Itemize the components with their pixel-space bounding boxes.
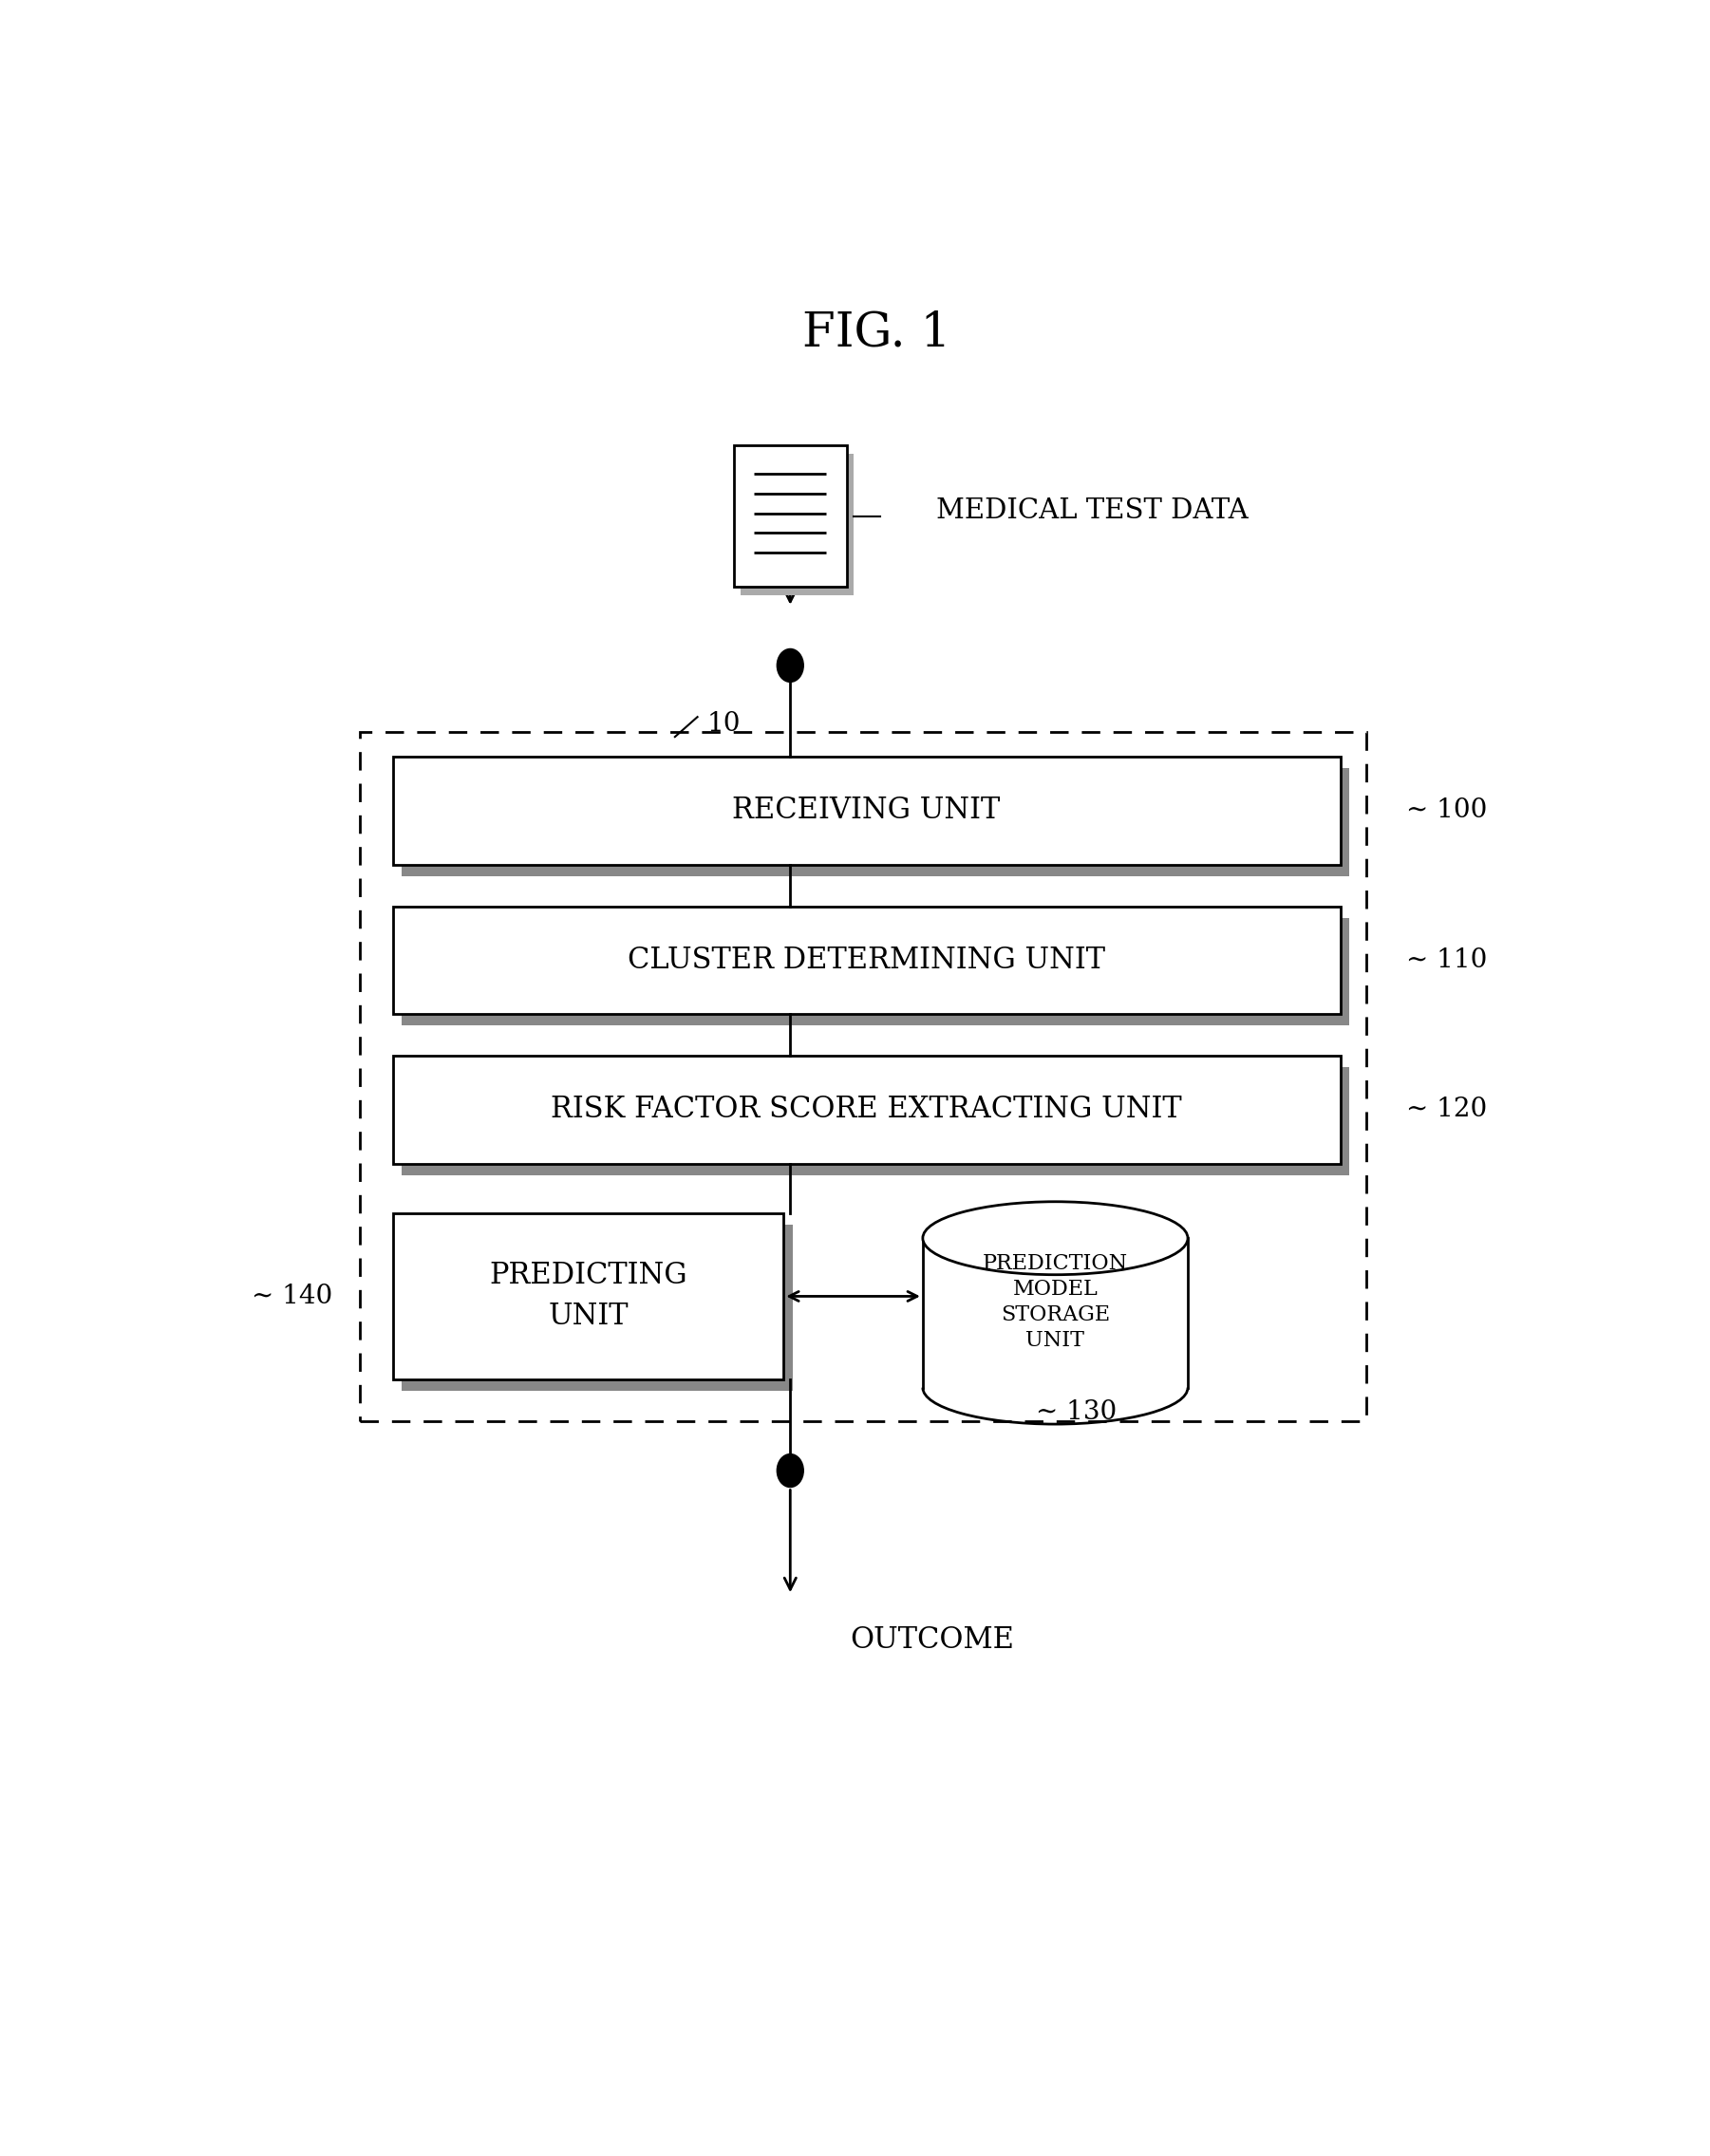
FancyBboxPatch shape — [393, 1056, 1341, 1164]
FancyBboxPatch shape — [740, 453, 853, 595]
FancyBboxPatch shape — [402, 918, 1349, 1026]
FancyBboxPatch shape — [734, 446, 846, 586]
Text: CLUSTER DETERMINING UNIT: CLUSTER DETERMINING UNIT — [628, 944, 1105, 975]
Circle shape — [776, 1453, 804, 1488]
Text: ∼ 110: ∼ 110 — [1406, 946, 1488, 972]
Text: ∼ 120: ∼ 120 — [1406, 1097, 1488, 1123]
FancyBboxPatch shape — [393, 1214, 783, 1380]
Text: PREDICTION
MODEL
STORAGE
UNIT: PREDICTION MODEL STORAGE UNIT — [983, 1253, 1129, 1352]
Text: 10: 10 — [706, 711, 740, 737]
FancyBboxPatch shape — [402, 1225, 793, 1391]
Text: OUTCOME: OUTCOME — [850, 1626, 1014, 1654]
Text: ∼ 140: ∼ 140 — [251, 1283, 333, 1309]
Text: PREDICTING
UNIT: PREDICTING UNIT — [489, 1261, 687, 1332]
FancyBboxPatch shape — [393, 757, 1341, 865]
Text: RISK FACTOR SCORE EXTRACTING UNIT: RISK FACTOR SCORE EXTRACTING UNIT — [551, 1095, 1182, 1123]
FancyBboxPatch shape — [359, 731, 1366, 1421]
Polygon shape — [923, 1238, 1188, 1388]
Text: ∼ 130: ∼ 130 — [1036, 1399, 1117, 1425]
FancyBboxPatch shape — [393, 906, 1341, 1013]
Text: RECEIVING UNIT: RECEIVING UNIT — [732, 796, 1000, 826]
Circle shape — [776, 649, 804, 681]
Text: ∼ 100: ∼ 100 — [1406, 798, 1488, 824]
FancyBboxPatch shape — [402, 1067, 1349, 1175]
Ellipse shape — [923, 1201, 1188, 1274]
Text: MEDICAL TEST DATA: MEDICAL TEST DATA — [935, 498, 1248, 524]
Text: FIG. 1: FIG. 1 — [802, 310, 951, 358]
FancyBboxPatch shape — [402, 768, 1349, 875]
